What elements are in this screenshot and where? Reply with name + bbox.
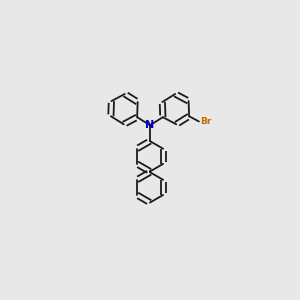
Text: N: N <box>146 120 154 130</box>
Text: Br: Br <box>200 117 211 126</box>
